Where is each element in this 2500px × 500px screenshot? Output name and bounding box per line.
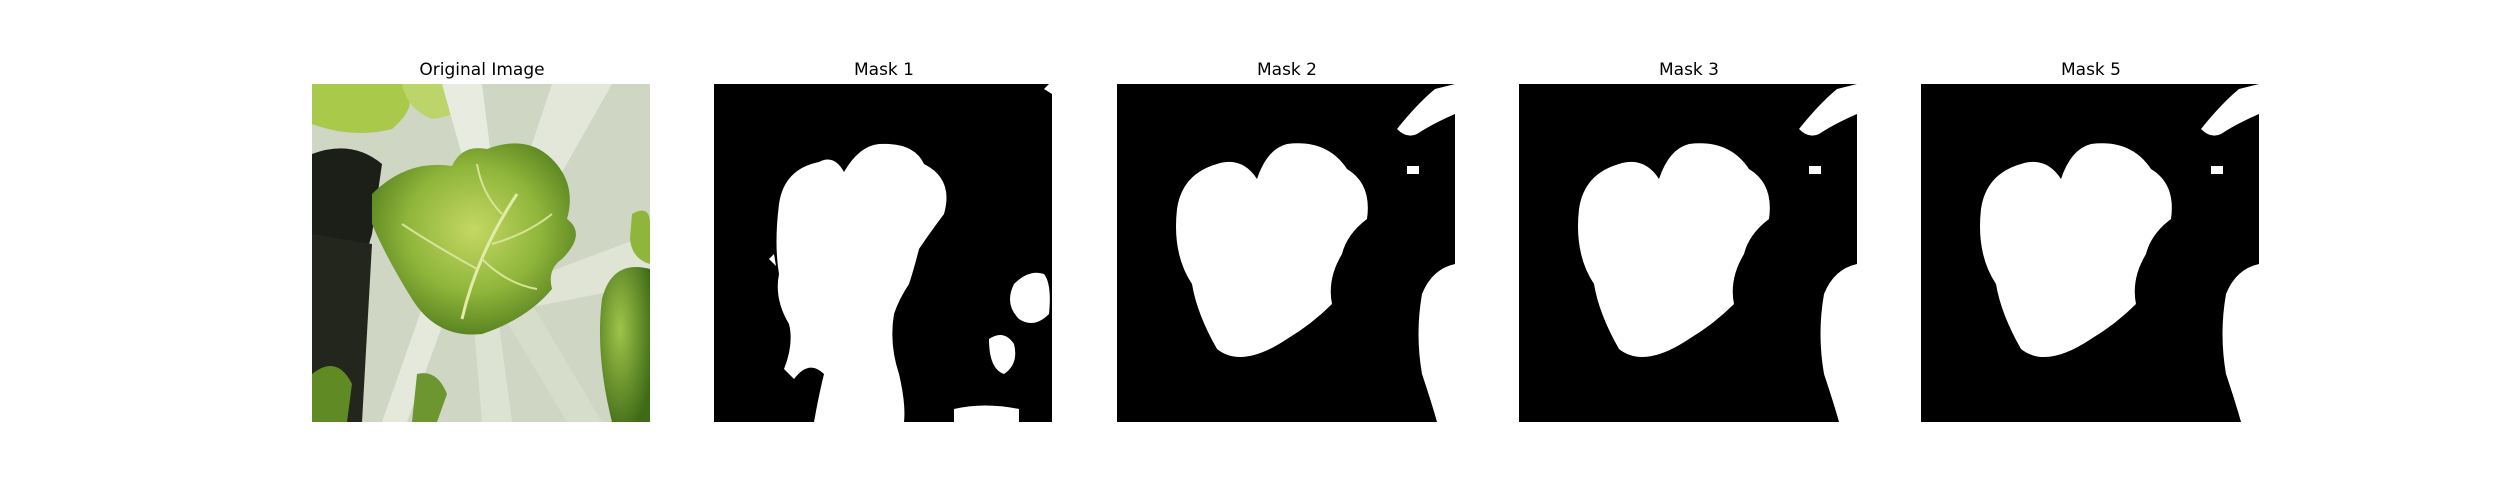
mask-3-image: [1519, 84, 1857, 422]
panel-title-mask-5: Mask 5: [2060, 60, 2121, 80]
panel-title-mask-1: Mask 1: [853, 60, 914, 80]
mask-2-image: [1117, 84, 1455, 422]
original-plant-photo: [312, 84, 650, 422]
panel-title-mask-3: Mask 3: [1658, 60, 1719, 80]
mask-1-image: [714, 84, 1052, 422]
panel-title-original: Original Image: [419, 60, 545, 80]
panel-title-mask-2: Mask 2: [1256, 60, 1317, 80]
mask-5-image: [1921, 84, 2259, 422]
